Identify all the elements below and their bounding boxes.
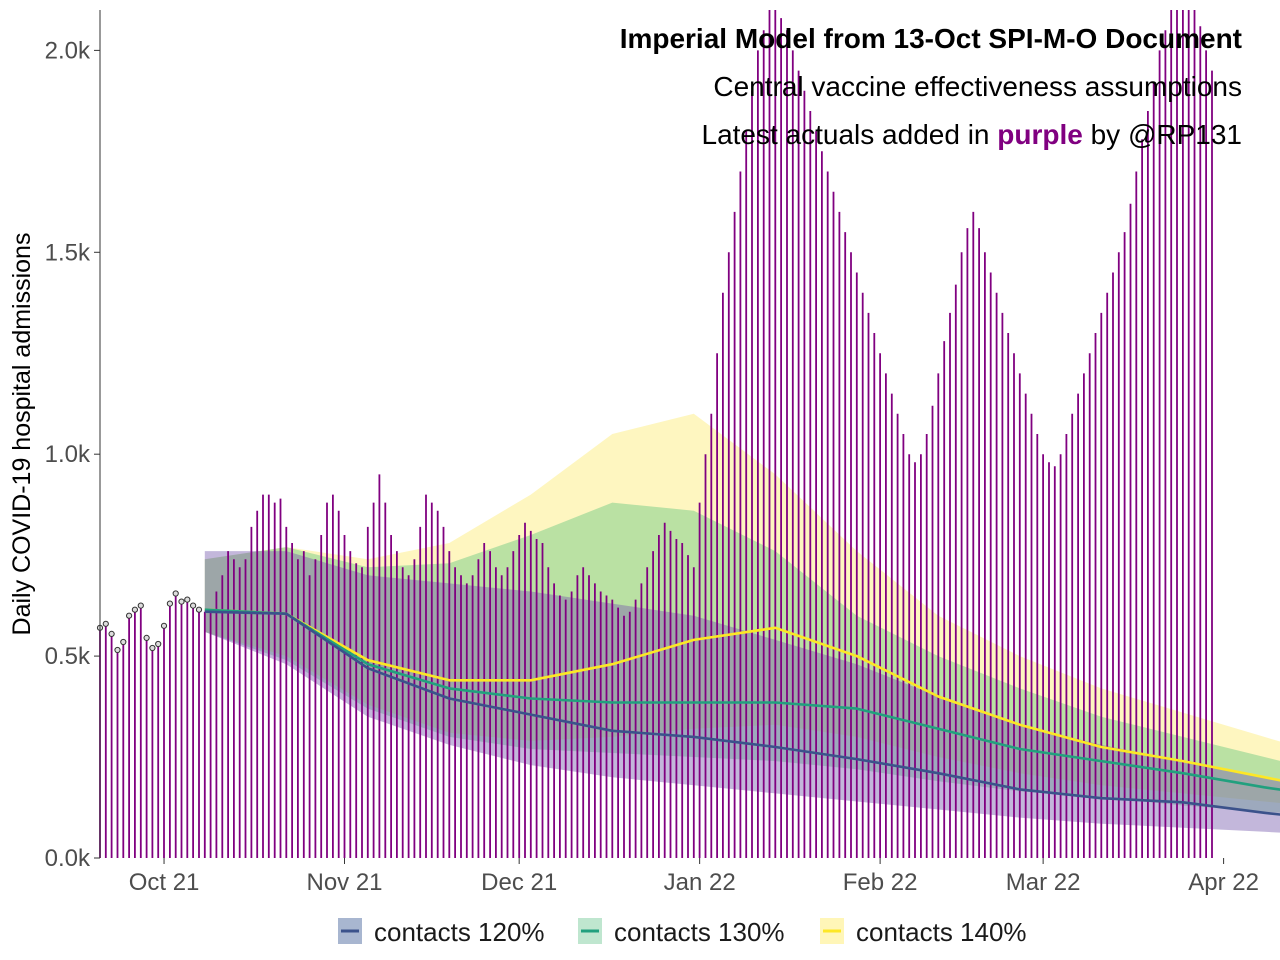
y-tick-label: 1.0k <box>45 441 91 468</box>
y-axis-label: Daily COVID-19 hospital admissions <box>8 233 36 636</box>
actual-point <box>149 644 156 652</box>
confidence-bands <box>204 413 1280 833</box>
contacts-140-line <box>204 608 1280 782</box>
actual-point <box>178 598 185 605</box>
contacts-120-line <box>204 610 1280 816</box>
actual-point <box>166 600 173 607</box>
actual-point <box>108 630 115 638</box>
x-tick-label: Apr 22 <box>1188 869 1259 896</box>
chart-note: Latest actuals added in purple by @RP131 <box>702 119 1243 150</box>
actual-point <box>114 646 121 654</box>
note-suffix: by @RP131 <box>1083 119 1242 150</box>
actual-point <box>190 602 197 609</box>
actual-point <box>126 612 133 619</box>
actual-point <box>120 638 127 646</box>
x-axis-ticks: Oct 21 Nov 21 Dec 21 Jan 22 Feb 22 Mar 22 Apr … <box>129 858 1259 896</box>
actual-point <box>137 602 144 609</box>
x-tick-label: Feb 22 <box>843 869 918 896</box>
model-lines <box>204 608 1280 816</box>
actual-point <box>155 640 162 648</box>
contacts-130-band <box>204 502 1280 813</box>
y-tick-label: 1.5k <box>45 239 91 266</box>
y-tick-label: 2.0k <box>45 37 91 64</box>
actual-point <box>172 590 179 597</box>
legend-item-contacts-130: contacts 130% <box>578 917 785 947</box>
chart-title: Imperial Model from 13-Oct SPI-M-O Docum… <box>620 23 1242 54</box>
actual-point <box>143 634 150 642</box>
note-highlight: purple <box>997 119 1083 150</box>
actual-admission-bars <box>99 10 1213 858</box>
y-axis-ticks: 0.0k 0.5k 1.0k 1.5k 2.0k <box>45 37 100 872</box>
y-tick-label: 0.5k <box>45 643 91 670</box>
x-tick-label: Oct 21 <box>129 869 200 896</box>
legend: contacts 120% contacts 130% contacts 140% <box>338 917 1027 947</box>
actual-point <box>184 596 191 603</box>
legend-label: contacts 120% <box>374 917 545 947</box>
note-prefix: Latest actuals added in <box>702 119 998 150</box>
legend-item-contacts-140: contacts 140% <box>820 917 1027 947</box>
actual-point <box>195 606 203 613</box>
actual-point <box>102 620 109 627</box>
early-actual-points <box>96 590 203 654</box>
actual-point <box>160 622 168 629</box>
x-tick-label: Nov 21 <box>306 869 382 896</box>
x-tick-label: Jan 22 <box>664 869 736 896</box>
legend-label: contacts 140% <box>856 917 1027 947</box>
actual-point <box>131 606 138 613</box>
x-tick-label: Dec 21 <box>481 869 557 896</box>
chart-subtitle: Central vaccine effectiveness assumption… <box>713 71 1242 102</box>
y-tick-label: 0.0k <box>45 845 91 872</box>
x-tick-label: Mar 22 <box>1006 869 1081 896</box>
legend-item-contacts-120: contacts 120% <box>338 917 545 947</box>
contacts-120-band <box>204 551 1280 833</box>
contacts-140-band <box>204 413 1280 804</box>
legend-label: contacts 130% <box>614 917 785 947</box>
contacts-130-line <box>204 608 1280 791</box>
